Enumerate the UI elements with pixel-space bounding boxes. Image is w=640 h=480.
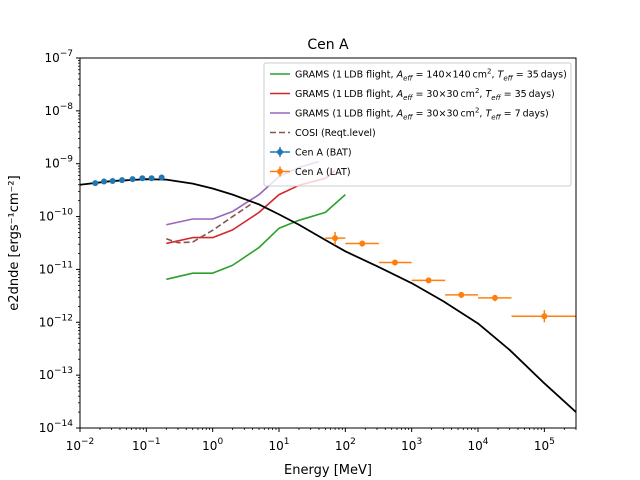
legend: GRAMS (1 LDB flight, Aeff = 140×140 cm2,… xyxy=(263,62,572,187)
legend-swatch-marker-cen-a-lat-5 xyxy=(277,168,283,175)
x-tick-label-2: 100 xyxy=(202,437,223,453)
y-tick-label-1: 10−13 xyxy=(39,366,73,382)
data-point-cen-a-bat-4-3 xyxy=(119,177,126,184)
data-point-cen-a-bat-4-5 xyxy=(139,175,146,182)
y-tick-label-3: 10−11 xyxy=(39,260,73,276)
y-tick-label-6: 10−8 xyxy=(44,102,73,118)
series-points-cen-a-bat-4 xyxy=(92,174,165,187)
x-tick-label-1: 10−1 xyxy=(132,437,161,453)
legend-swatch-marker-cen-a-bat-4 xyxy=(277,149,283,155)
series-line-series-6 xyxy=(80,178,576,413)
data-point-cen-a-lat-5-6 xyxy=(541,313,548,320)
data-point-cen-a-lat-5-5 xyxy=(491,294,498,301)
data-point-cen-a-bat-4-1 xyxy=(100,178,107,185)
x-tick-label-7: 105 xyxy=(534,437,555,453)
y-tick-label-2: 10−12 xyxy=(39,313,73,329)
legend-label-cen-a-lat-5: Cen A (LAT) xyxy=(295,167,351,178)
x-tick-label-3: 101 xyxy=(268,437,289,453)
legend-box xyxy=(263,62,572,187)
data-point-cen-a-lat-5-2 xyxy=(391,259,398,266)
y-axis-label: e2dnde [ergs⁻¹cm⁻²] xyxy=(7,175,22,310)
data-point-cen-a-bat-4-6 xyxy=(148,175,155,182)
y-axis-label-group: e2dnde [ergs⁻¹cm⁻²] xyxy=(7,175,22,310)
data-point-cen-a-lat-5-0 xyxy=(332,235,339,242)
legend-label-grams-1-ldb-flight-a-eff-30-30-cm-t-eff-35-days-1: GRAMS (1 LDB flight, Aeff = 30×30 cm2, T… xyxy=(295,87,555,102)
x-tick-label-4: 102 xyxy=(335,437,356,453)
y-axis-ticks: 10−14 10−13 10−12 10−11 10−10 10−9 10−8 10−7 xyxy=(39,49,80,435)
x-axis-ticks: 10−2 10−1 100 101 102 103 104 105 xyxy=(66,428,577,453)
series-points-cen-a-lat-5 xyxy=(325,232,576,323)
x-axis-label: Energy [MeV] xyxy=(284,463,372,478)
y-tick-label-0: 10−14 xyxy=(39,419,74,435)
series-layer xyxy=(80,160,576,413)
x-tick-label-6: 104 xyxy=(468,437,489,453)
legend-label-cosi-reqt-level-3: COSI (Reqt.level) xyxy=(295,128,376,139)
legend-label-grams-1-ldb-flight-a-eff-30-30-cm-t-eff-7-days-2: GRAMS (1 LDB flight, Aeff = 30×30 cm2, T… xyxy=(295,107,549,122)
y-tick-label-7: 10−7 xyxy=(44,49,73,65)
data-point-cen-a-bat-4-4 xyxy=(129,176,136,183)
y-tick-label-4: 10−10 xyxy=(39,208,74,224)
data-point-cen-a-lat-5-1 xyxy=(359,240,366,247)
legend-label-grams-1-ldb-flight-a-eff-140-140-cm-t-eff-35-days-0: GRAMS (1 LDB flight, Aeff = 140×140 cm2,… xyxy=(295,68,567,83)
series-line-grams-1-ldb-flight-a-eff-140-140-cm-t-eff-35-days-0 xyxy=(166,194,346,281)
x-tick-label-0: 10−2 xyxy=(66,437,95,453)
y-tick-label-5: 10−9 xyxy=(44,155,73,171)
data-point-cen-a-lat-5-4 xyxy=(458,291,465,298)
chart-title: Cen A xyxy=(307,37,349,53)
data-point-cen-a-bat-4-7 xyxy=(158,174,165,181)
data-point-cen-a-bat-4-0 xyxy=(92,180,99,187)
series-line-cosi-reqt-level-3 xyxy=(166,202,254,244)
axes-frame xyxy=(79,57,577,429)
x-tick-label-5: 103 xyxy=(401,437,422,453)
legend-label-cen-a-bat-4: Cen A (BAT) xyxy=(295,148,352,159)
data-point-cen-a-lat-5-3 xyxy=(425,277,432,284)
data-point-cen-a-bat-4-2 xyxy=(109,178,116,185)
